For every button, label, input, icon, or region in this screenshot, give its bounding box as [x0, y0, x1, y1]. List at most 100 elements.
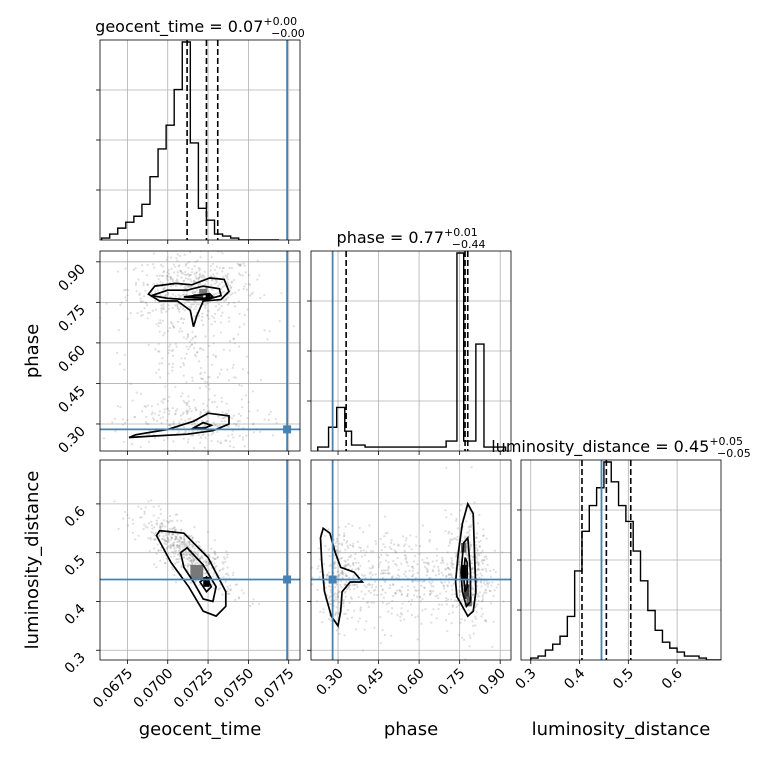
sample-point	[373, 588, 377, 591]
sample-point	[211, 279, 214, 282]
sample-point	[311, 576, 314, 579]
sample-point	[241, 438, 244, 441]
sample-point	[461, 539, 464, 543]
sample-point	[174, 562, 177, 565]
sample-point	[335, 583, 338, 586]
sample-point	[481, 612, 484, 616]
sample-point	[155, 552, 158, 555]
sample-point	[185, 402, 188, 405]
sample-point	[166, 291, 169, 295]
title-upper-error: +0.05	[709, 435, 743, 448]
sample-point	[222, 562, 225, 565]
sample-point	[200, 556, 204, 559]
sample-point	[193, 551, 196, 554]
sample-point	[117, 329, 120, 332]
sample-point	[232, 337, 235, 340]
sample-point	[382, 596, 385, 599]
sample-point	[186, 300, 189, 303]
sample-point	[169, 546, 172, 549]
sample-point	[209, 269, 212, 272]
sample-point	[411, 580, 414, 584]
sample-point	[481, 600, 484, 603]
sample-point	[383, 535, 386, 538]
sample-point	[337, 551, 340, 554]
sample-point	[151, 527, 154, 530]
sample-point	[199, 256, 202, 259]
sample-point	[450, 513, 453, 516]
sample-point	[223, 556, 226, 559]
y-tick-label: 0.4	[62, 601, 89, 628]
sample-point	[214, 356, 217, 359]
sample-point	[159, 526, 162, 529]
sample-point	[124, 267, 127, 270]
sample-point	[158, 534, 161, 537]
sample-point	[189, 553, 192, 556]
sample-point	[429, 590, 432, 593]
sample-point	[186, 412, 189, 415]
sample-point	[247, 401, 250, 404]
sample-point	[280, 292, 283, 295]
sample-point	[195, 561, 198, 565]
sample-point	[399, 619, 402, 622]
sample-point	[213, 282, 216, 285]
sample-point	[460, 503, 463, 507]
sample-point	[403, 550, 406, 553]
sample-point	[169, 544, 172, 547]
sample-point	[340, 586, 343, 589]
sample-point	[227, 425, 231, 428]
sample-point	[183, 538, 186, 541]
hist-plot-area	[100, 40, 300, 240]
sample-point	[172, 544, 175, 547]
sample-point	[171, 279, 174, 282]
title-lower-error: −0.00	[271, 27, 305, 40]
sample-point	[472, 632, 475, 635]
sample-point	[390, 576, 394, 579]
sample-point	[149, 536, 152, 539]
sample-point	[232, 571, 235, 575]
sample-point	[329, 589, 332, 592]
sample-point	[221, 291, 224, 294]
sample-point	[455, 519, 458, 522]
x-tick-label: 0.5	[610, 666, 637, 693]
sample-point	[473, 501, 476, 504]
contour-line	[462, 557, 469, 593]
sample-point	[178, 540, 181, 543]
sample-point	[386, 572, 389, 575]
sample-point	[322, 611, 325, 614]
sample-point	[191, 376, 194, 379]
sample-point	[197, 284, 200, 287]
sample-point	[220, 321, 223, 324]
sample-point	[341, 576, 344, 579]
sample-point	[407, 564, 410, 567]
sample-point	[211, 401, 214, 404]
sample-point	[226, 368, 229, 371]
sample-point	[132, 522, 135, 525]
sample-point	[129, 382, 132, 386]
sample-point	[216, 405, 219, 409]
sample-point	[144, 405, 147, 408]
sample-point	[183, 401, 186, 404]
sample-point	[468, 525, 471, 528]
sample-point	[467, 581, 470, 584]
sample-point	[333, 562, 336, 565]
sample-point	[394, 592, 397, 595]
sample-point	[453, 599, 456, 602]
sample-point	[404, 543, 407, 546]
sample-point	[172, 348, 175, 352]
sample-point	[270, 613, 272, 615]
sample-point	[154, 538, 157, 541]
sample-point	[343, 532, 346, 535]
sample-point	[317, 547, 320, 550]
sample-point	[216, 440, 219, 443]
sample-point	[152, 263, 155, 266]
sample-point	[152, 283, 155, 286]
sample-point	[181, 541, 184, 544]
sample-point	[181, 392, 184, 395]
sample-point	[160, 522, 163, 525]
sample-point	[468, 529, 471, 532]
sample-point	[161, 531, 164, 534]
sample-point	[362, 531, 365, 534]
sample-point	[445, 619, 448, 622]
sample-point	[179, 284, 182, 287]
sample-point	[223, 420, 226, 423]
